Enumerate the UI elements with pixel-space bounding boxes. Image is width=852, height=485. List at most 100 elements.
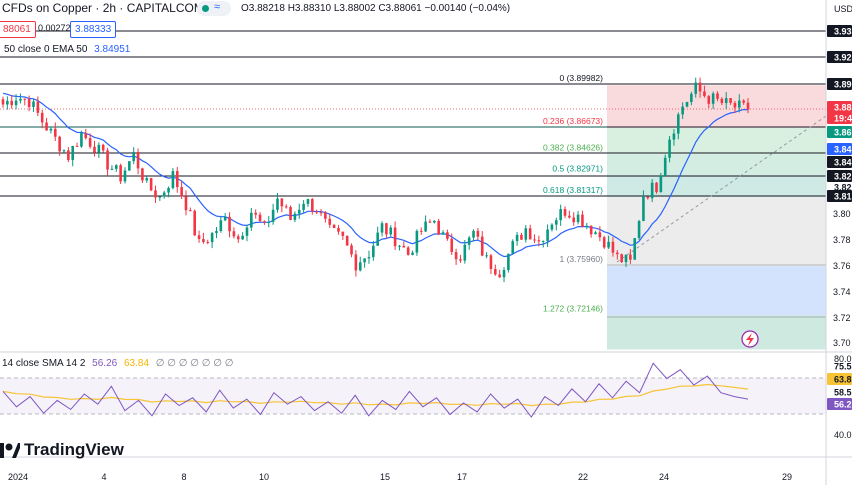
fib-level-label: 0.5 (3.82971) (552, 164, 603, 174)
candle-body (171, 171, 175, 188)
candle-body (642, 196, 645, 222)
candle-body (541, 240, 545, 242)
time-tick-label: 4 (101, 472, 106, 482)
price-tag-background (827, 156, 852, 168)
price-tag-label: 3.82 (834, 183, 852, 193)
dashed-trend-line (616, 115, 827, 263)
candle-body (219, 220, 223, 232)
candle-body (607, 241, 610, 248)
candle-body (624, 254, 628, 263)
rsi-sma-legend-value: 63.84 (123, 358, 150, 369)
candle-body (467, 237, 471, 245)
candle-body (528, 228, 532, 240)
sell-price-button[interactable]: 88061 (0, 21, 36, 38)
candle-body (75, 145, 79, 147)
time-tick-label: 10 (259, 472, 269, 482)
candle-body (480, 236, 484, 256)
fib-level-label: 0.618 (3.81317) (543, 185, 603, 195)
fib-level-label: 0.382 (3.84626) (543, 142, 603, 152)
candle-body (6, 100, 9, 105)
candle-body (698, 82, 702, 92)
price-tick-label: 3.76 (833, 261, 851, 271)
symbol-title[interactable]: CFDs on Copper · 2h · CAPITALCOM (2, 1, 204, 15)
rsi-tag-label: 63.8 (834, 375, 852, 385)
candle-body (563, 209, 567, 216)
candle-body (411, 252, 414, 255)
candle-body (345, 235, 349, 246)
rsi-tag-background (827, 373, 852, 385)
candle-body (703, 91, 706, 97)
candle-body (524, 228, 528, 240)
candle-body (594, 232, 597, 235)
candle-body (84, 133, 88, 139)
price-tick-label: 3.78 (833, 235, 851, 245)
candle-body (433, 220, 436, 223)
candle-body (572, 217, 576, 223)
status-indicators[interactable]: ≈ (197, 1, 231, 16)
rsi-tag-label: 58.5 (834, 388, 852, 398)
price-tag-label: 3.89 (834, 80, 852, 90)
candle-body (258, 214, 262, 222)
candle-body (629, 254, 632, 260)
time-tick-label: 15 (380, 472, 390, 482)
candle-body (611, 241, 615, 253)
approx-icon: ≈ (214, 1, 221, 13)
candle-body (533, 239, 536, 241)
candle-body (36, 101, 40, 113)
rsi-legend-label: 14 close SMA 14 2 (2, 358, 86, 369)
candle-body (550, 224, 554, 230)
candle-body (297, 209, 301, 214)
candle-body (602, 237, 606, 248)
ema-legend[interactable]: 50 close 0 EMA 50 3.84951 (4, 44, 130, 55)
candle-body (502, 270, 506, 278)
candle-body (23, 98, 27, 100)
price-tag-label: 3.88 (834, 103, 852, 113)
fib-band (607, 85, 826, 128)
candle-body (350, 245, 353, 255)
candle-body (80, 133, 83, 147)
candle-body (655, 182, 658, 193)
trend-line (616, 115, 827, 263)
candle-body (101, 144, 105, 151)
candle-body (184, 196, 188, 211)
candle-body (424, 221, 427, 232)
candle-body (110, 168, 114, 170)
candle-body (319, 212, 323, 214)
price-tag-label: 3.86 (834, 128, 852, 138)
rsi-line (2, 362, 749, 418)
candle-body (668, 139, 671, 158)
candle-body (633, 238, 637, 260)
candle-body (324, 212, 327, 219)
candle-body (271, 209, 275, 222)
price-tag-label: 3.93 (834, 27, 852, 37)
candle-body (180, 187, 183, 197)
candle-body (311, 199, 314, 212)
ohlc-readout: O3.88218 H3.88310 L3.88002 C3.88061 −0.0… (241, 3, 511, 14)
candle-body (10, 100, 14, 106)
candle-body (716, 93, 719, 99)
market-open-dot-icon (202, 5, 209, 12)
candle-body (354, 254, 358, 271)
time-tick-label: 2024 (8, 472, 28, 482)
candle-body (690, 93, 693, 102)
candle-body (232, 231, 236, 237)
fib-level-label: 1 (3.75960) (560, 254, 604, 264)
time-tick-label: 22 (578, 472, 588, 482)
candle-body (437, 220, 440, 235)
buy-price-button[interactable]: 3.88333 (70, 21, 117, 38)
candle-body (737, 100, 741, 108)
candle-body (93, 146, 96, 153)
candle-body (341, 231, 345, 236)
candle-body (119, 165, 122, 182)
candle-body (720, 98, 724, 104)
rsi-tag-label: 75.5 (834, 362, 852, 372)
horizontal-lines (0, 30, 826, 318)
candle-body (332, 224, 336, 229)
rsi-legend[interactable]: 14 close SMA 14 2 56.26 63.84 ∅ ∅ ∅ ∅ ∅ … (2, 358, 233, 369)
candle-body (363, 258, 366, 263)
candle-body (450, 238, 454, 253)
flash-icon[interactable] (741, 330, 759, 348)
candle-body (197, 235, 201, 240)
candle-body (215, 231, 218, 234)
